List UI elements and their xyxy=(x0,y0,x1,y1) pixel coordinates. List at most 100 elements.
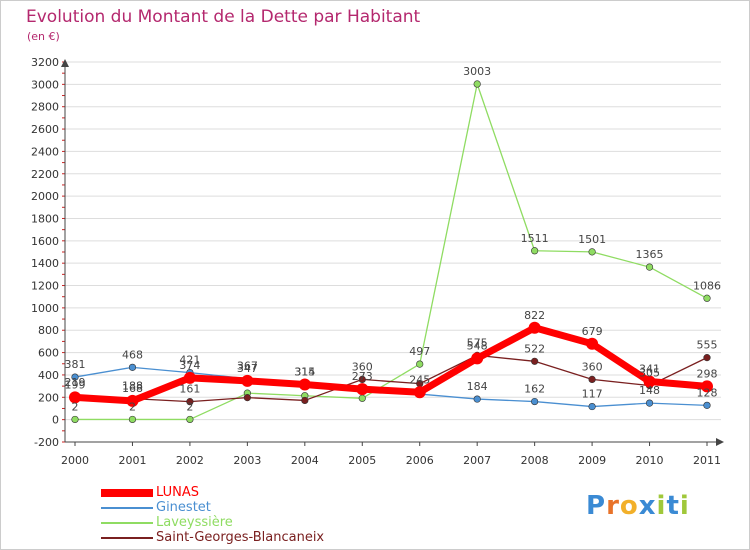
data-label: 168 xyxy=(122,382,143,395)
data-point xyxy=(358,375,366,384)
data-label: 421 xyxy=(179,354,200,367)
legend-label: Laveyssière xyxy=(156,515,233,530)
x-tick-label: 2002 xyxy=(176,454,204,467)
data-point xyxy=(71,415,79,424)
data-label: 1365 xyxy=(636,248,664,261)
data-label: 497 xyxy=(409,345,430,358)
data-point xyxy=(301,396,309,405)
data-label: 2 xyxy=(129,400,136,413)
y-tick-label: 3000 xyxy=(31,78,59,91)
data-point xyxy=(128,415,137,424)
series-points xyxy=(69,80,713,424)
data-label: 2 xyxy=(72,400,79,413)
y-tick-label: 1200 xyxy=(31,280,59,293)
data-label: 367 xyxy=(237,360,258,373)
x-tick-label: 2009 xyxy=(578,454,606,467)
data-label: 128 xyxy=(697,386,718,399)
legend-label: Saint-Georges-Blancaneix xyxy=(156,530,325,545)
y-tick-label: 200 xyxy=(38,391,59,404)
data-label: 117 xyxy=(582,388,603,401)
x-tick-label: 2000 xyxy=(61,454,89,467)
data-point xyxy=(701,380,713,393)
y-tick-label: 2600 xyxy=(31,123,59,136)
legend-swatch xyxy=(101,507,153,509)
y-tick-label: 3200 xyxy=(31,56,59,69)
legend-label: Ginestet xyxy=(156,500,211,515)
data-label: 305 xyxy=(639,367,660,380)
x-tick-label: 2007 xyxy=(463,454,491,467)
data-label: 822 xyxy=(524,309,545,322)
x-axis-tick-labels: 2000 2001 2002 2003 2004 2005 2006 2007 2008 2009… xyxy=(61,454,721,467)
data-label: 347 xyxy=(237,362,258,375)
data-point xyxy=(358,394,366,402)
data-label: 161 xyxy=(179,383,200,396)
data-point xyxy=(128,363,137,371)
y-tick-label: -200 xyxy=(34,436,59,449)
logo-letter: i xyxy=(656,491,667,521)
y-tick-label: 600 xyxy=(38,347,59,360)
data-point xyxy=(588,248,596,256)
logo-letter: o xyxy=(619,491,639,521)
data-label: 360 xyxy=(352,360,373,373)
data-point xyxy=(588,402,596,411)
data-point xyxy=(241,374,254,387)
logo-letter: x xyxy=(638,491,657,521)
y-tick-label: 2800 xyxy=(31,101,59,114)
data-point xyxy=(531,397,539,406)
data-point xyxy=(356,383,369,396)
data-point xyxy=(69,391,81,404)
series-line-saint-georges-blancaneix xyxy=(74,354,708,403)
data-point xyxy=(645,399,654,407)
data-label: 245 xyxy=(409,373,430,386)
proxiti-logo: Proxiti xyxy=(586,491,690,521)
x-tick-label: 2005 xyxy=(348,454,376,467)
x-tick-label: 2011 xyxy=(693,454,721,467)
data-label: 273 xyxy=(352,370,373,383)
y-tick-label: 1400 xyxy=(31,257,59,270)
data-label: 522 xyxy=(524,342,545,355)
y-tick-label: 0 xyxy=(52,414,59,427)
y-tick-label: 2400 xyxy=(31,145,59,158)
y-axis-tick-labels: -200 0 200 400 600 800 1000 1200 1400 1600 1800 200… xyxy=(31,56,59,449)
data-labels: 199 168 374 347 314 273 245 548 822 679 341 298 381 4… xyxy=(65,65,722,413)
data-point xyxy=(126,394,139,407)
data-label: 1511 xyxy=(521,232,549,245)
x-tick-label: 2010 xyxy=(636,454,664,467)
x-tick-label: 2003 xyxy=(233,454,261,467)
y-tick-label: 2000 xyxy=(31,190,59,203)
y-tick-label: 800 xyxy=(38,324,59,337)
series-line-lunas xyxy=(71,324,711,405)
data-label: 314 xyxy=(294,366,315,379)
data-label: 298 xyxy=(697,367,718,380)
data-point xyxy=(471,352,484,365)
x-tick-label: 2006 xyxy=(406,454,434,467)
data-point xyxy=(186,415,194,424)
data-label: 162 xyxy=(524,383,545,396)
x-tick-label: 2001 xyxy=(118,454,146,467)
series-line-laveyssi-re xyxy=(74,83,708,421)
chart-subtitle: (en €) xyxy=(27,30,60,43)
y-tick-label: 2200 xyxy=(31,168,59,181)
data-point xyxy=(531,247,539,255)
data-label: 679 xyxy=(582,325,603,338)
data-point xyxy=(703,354,711,362)
data-label: 374 xyxy=(179,359,200,372)
data-point xyxy=(298,378,311,391)
data-point xyxy=(703,401,711,409)
logo-letter: t xyxy=(666,491,680,521)
logo-letter: i xyxy=(679,491,690,521)
legend-label: LUNAS xyxy=(156,485,199,500)
data-label: 381 xyxy=(65,358,86,371)
logo-letter: P xyxy=(586,491,607,521)
y-axis-arrow xyxy=(61,59,69,67)
data-label: 341 xyxy=(639,363,660,376)
data-point xyxy=(528,321,541,334)
data-point xyxy=(531,357,539,365)
logo-letter: r xyxy=(606,491,620,521)
x-axis-arrow xyxy=(716,438,724,446)
data-label: 219 xyxy=(65,376,86,389)
x-tick-label: 2008 xyxy=(521,454,549,467)
data-point xyxy=(183,371,196,384)
